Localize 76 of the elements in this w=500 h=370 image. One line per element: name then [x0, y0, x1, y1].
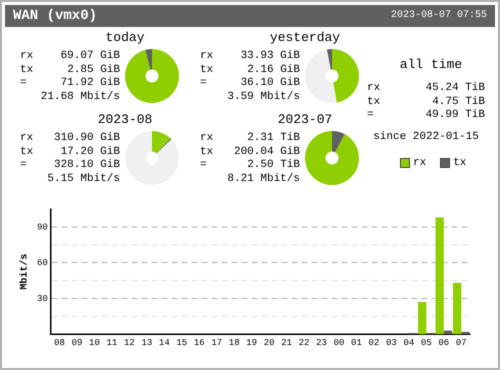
text: rx: [20, 50, 34, 64]
legend-label: tx: [453, 157, 466, 169]
x-tick-label: 12: [124, 338, 135, 348]
text: 2.31 TiB: [246, 132, 300, 146]
text: 3.59 Mbit/s: [226, 90, 300, 104]
text: tx: [200, 64, 214, 77]
y-tick-label: 30: [36, 294, 48, 304]
x-tick-label: 10: [89, 338, 100, 348]
x-tick-label: 20: [264, 338, 275, 348]
bar: [418, 302, 426, 334]
x-tick-label: 07: [456, 338, 467, 348]
text: 2023-08-07 07:55: [390, 10, 487, 21]
text: =: [20, 159, 28, 172]
x-tick-label: 02: [368, 338, 380, 348]
x-tick-label: 23: [316, 338, 327, 348]
text: 200.04 GiB: [232, 146, 300, 159]
x-tick-label: 08: [54, 338, 65, 348]
text: 4.75 TiB: [431, 96, 485, 109]
text: 310.90 GiB: [52, 132, 120, 146]
legend-label: rx: [413, 157, 426, 169]
x-tick-label: 04: [403, 338, 414, 348]
y-tick-label: 90: [36, 222, 48, 232]
chart-title: yesterday: [268, 30, 342, 45]
text: rx: [20, 132, 34, 146]
text: 2.50 TiB: [246, 159, 300, 172]
x-tick-label: 06: [438, 338, 450, 348]
x-tick-label: 00: [334, 338, 344, 348]
bar: [436, 217, 444, 334]
text: =: [200, 77, 208, 90]
x-tick-label: 19: [246, 338, 258, 348]
text: 8.21 Mbit/s: [226, 172, 300, 186]
text: =: [367, 109, 375, 122]
text: 45.24 TiB: [424, 82, 485, 96]
text: 2.16 GiB: [246, 64, 300, 77]
x-tick-label: 21: [281, 338, 292, 348]
text: tx: [200, 146, 214, 159]
x-tick-label: 11: [106, 338, 118, 348]
x-tick-label: 14: [158, 338, 170, 348]
text: 5.15 Mbit/s: [46, 172, 120, 186]
text: =: [20, 77, 28, 90]
y-tick-label: 60: [36, 258, 48, 268]
text: 328.10 GiB: [52, 159, 120, 172]
x-tick-label: 09: [72, 338, 82, 348]
x-tick-label: 05: [420, 338, 432, 348]
text: WAN (vmx0): [13, 8, 98, 24]
x-tick-label: 03: [386, 338, 397, 348]
text: tx: [20, 146, 34, 159]
bar: [444, 330, 452, 334]
text: 33.93 GiB: [240, 50, 300, 64]
x-tick-label: 17: [211, 338, 222, 348]
bar: [452, 282, 462, 334]
text: 2.85 GiB: [66, 64, 120, 77]
chart-title: 2023-07: [276, 112, 334, 127]
text: 17.20 GiB: [60, 146, 120, 159]
x-tick-label: 13: [141, 338, 152, 348]
x-tick-label: 16: [194, 338, 205, 348]
text: 36.10 GiB: [240, 77, 300, 90]
text: rx: [200, 132, 214, 146]
text: 69.07 GiB: [60, 50, 120, 64]
x-tick-label: 01: [351, 338, 362, 348]
text: 49.99 TiB: [424, 109, 485, 122]
chart-title: 2023-08: [96, 112, 154, 127]
text: tx: [20, 64, 34, 77]
text: 71.92 GiB: [60, 77, 120, 90]
y-axis-title: Mbit/s: [18, 254, 31, 290]
text: rx: [200, 50, 214, 64]
text: rx: [367, 82, 382, 96]
chart-title: today: [104, 30, 146, 45]
x-tick-label: 15: [176, 338, 188, 348]
x-tick-label: 22: [298, 338, 310, 348]
text: tx: [367, 96, 382, 109]
text: 21.68 Mbit/s: [40, 90, 120, 104]
x-tick-label: 18: [228, 338, 240, 348]
text: all time: [398, 57, 464, 72]
text: =: [200, 159, 208, 172]
text: since 2022-01-15: [372, 130, 480, 144]
